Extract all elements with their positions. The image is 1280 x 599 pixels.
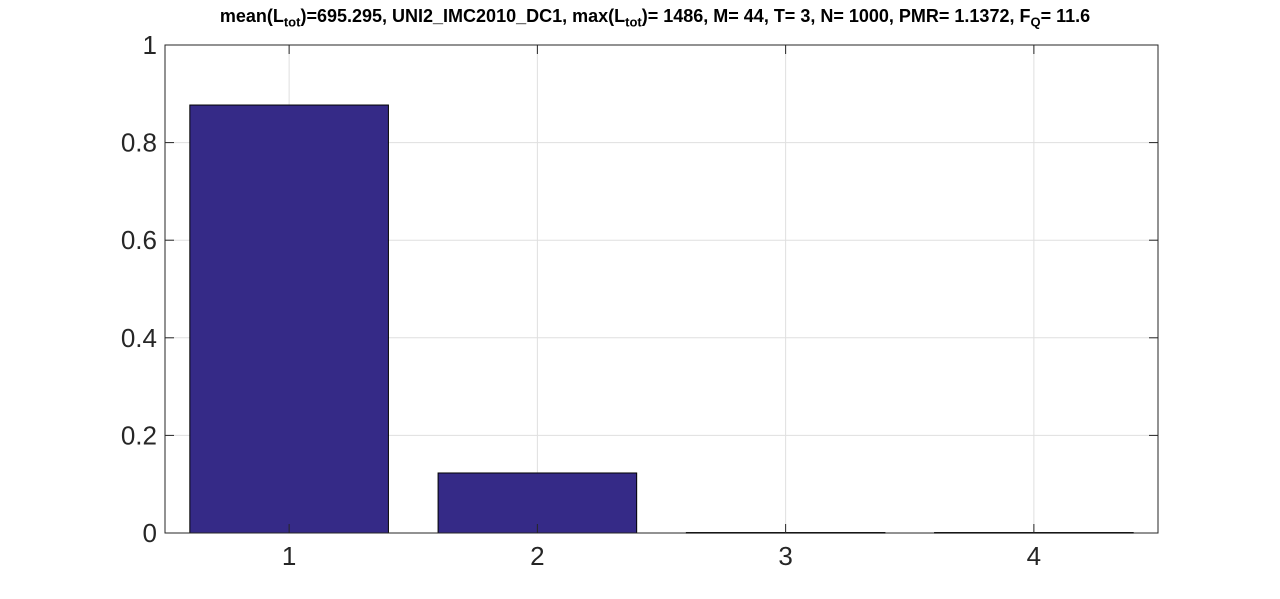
bar-2 xyxy=(437,472,638,534)
y-tick-label: 0.2 xyxy=(121,420,157,450)
title-text: )= 1486, M= 44, T= 3, N= 1000, PMR= 1.13… xyxy=(641,6,1031,26)
chart-title: mean(Ltot)=695.295, UNI2_IMC2010_DC1, ma… xyxy=(0,6,1280,30)
y-tick-label: 0 xyxy=(143,518,157,548)
y-tick-label: 1 xyxy=(143,30,157,60)
y-tick-label: 0.8 xyxy=(121,128,157,158)
ticks xyxy=(165,44,1158,534)
y-tick-label: 0.6 xyxy=(121,225,157,255)
x-tick-label: 3 xyxy=(778,541,792,571)
y-tick-label: 0.4 xyxy=(121,323,157,353)
axes-box xyxy=(164,44,1159,534)
tick-labels: 1 2 3 4 0 0.2 0.4 0.6 0.8 1 xyxy=(121,30,1041,571)
title-subscript: tot xyxy=(625,14,642,30)
bar-1 xyxy=(189,104,389,534)
title-text: )=695.295, UNI2_IMC2010_DC1, max(L xyxy=(300,6,626,26)
title-subscript: Q xyxy=(1030,14,1041,30)
bars xyxy=(189,104,1134,534)
x-tick-label: 2 xyxy=(530,541,544,571)
x-tick-label: 1 xyxy=(282,541,296,571)
x-tick-label: 4 xyxy=(1027,541,1041,571)
title-text: = 11.6 xyxy=(1040,6,1091,26)
title-text: mean(L xyxy=(219,6,284,26)
title-subscript: tot xyxy=(283,14,301,30)
